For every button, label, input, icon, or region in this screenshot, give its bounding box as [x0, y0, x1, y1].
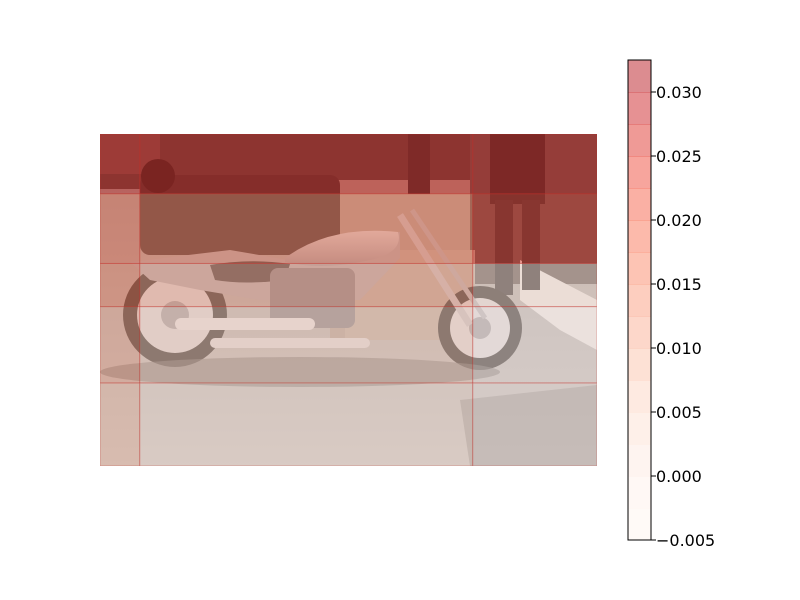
- heatmap-cell: [139, 193, 474, 264]
- colorbar-tick-label: 0.010: [656, 339, 702, 358]
- colorbar-tick-label: 0.025: [656, 147, 702, 166]
- heatmap-cell: [139, 306, 474, 384]
- heatmap-cell: [472, 134, 597, 195]
- heatmap-cell: [139, 262, 474, 308]
- colorbar-level-band: [628, 508, 651, 541]
- heatmap-cell: [472, 193, 597, 264]
- colorbar-tick-label: 0.005: [656, 403, 702, 422]
- heatmap-cell: [472, 382, 597, 466]
- colorbar-level-band: [628, 92, 651, 125]
- colorbar-level-band: [628, 476, 651, 509]
- heatmap-cell: [100, 134, 141, 195]
- colorbar-level-band: [628, 124, 651, 157]
- heatmap-cell: [100, 193, 141, 264]
- colorbar-frame: [627, 59, 652, 541]
- colorbar-tick-label: 0.020: [656, 211, 702, 230]
- colorbar-level-band: [628, 316, 651, 349]
- colorbar-level-band: [628, 252, 651, 285]
- colorbar-level-band: [628, 380, 651, 413]
- colorbar-tick-label: −0.005: [656, 531, 715, 550]
- heatmap-cell: [100, 382, 141, 466]
- colorbar-level-band: [628, 444, 651, 477]
- heatmap-cell: [100, 306, 141, 384]
- colorbar-level-band: [628, 348, 651, 381]
- colorbar-level-band: [628, 156, 651, 189]
- heatmap-cell: [139, 134, 474, 195]
- colorbar-level-band: [628, 60, 651, 93]
- heatmap-cell: [139, 382, 474, 466]
- colorbar-level-band: [628, 188, 651, 221]
- colorbar: −0.005 0.000 0.005 0.010 0.015 0.020 0.025 0.03…: [627, 59, 715, 550]
- heatmap-overlay: [100, 134, 597, 466]
- colorbar-level-band: [628, 284, 651, 317]
- colorbar-level-band: [628, 220, 651, 253]
- colorbar-tick-label: 0.000: [656, 467, 702, 486]
- colorbar-level-band: [628, 412, 651, 445]
- heatmap-cell: [472, 262, 597, 308]
- heatmap-cell: [472, 306, 597, 384]
- colorbar-tick-label: 0.015: [656, 275, 702, 294]
- colorbar-tick-label: 0.030: [656, 83, 702, 102]
- heatmap-cell: [100, 262, 141, 308]
